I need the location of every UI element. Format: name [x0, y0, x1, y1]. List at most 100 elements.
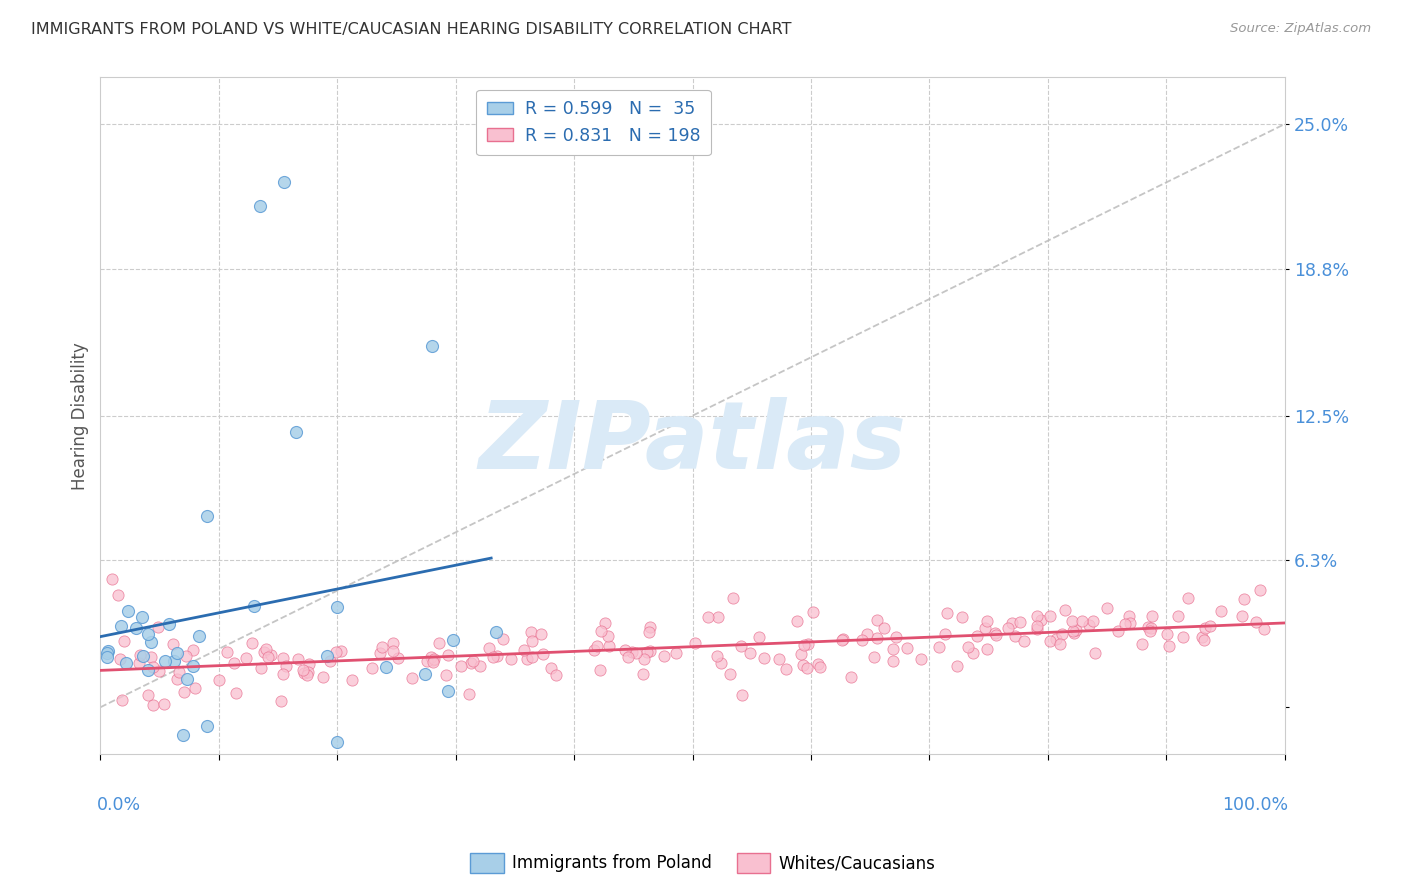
Point: [481, 650, 503, 665]
Point: [111, 693, 134, 707]
Point: [492, 632, 515, 646]
Point: [148, 620, 170, 634]
Point: [540, 660, 562, 674]
Point: [946, 659, 969, 673]
Text: Source: ZipAtlas.com: Source: ZipAtlas.com: [1230, 22, 1371, 36]
Point: [586, 639, 609, 653]
Point: [292, 666, 315, 681]
Point: [297, 665, 319, 679]
Point: [1031, 613, 1053, 627]
Point: [984, 626, 1007, 640]
Point: [1000, 616, 1022, 631]
Point: [801, 605, 824, 619]
Point: [163, 655, 186, 669]
Point: [437, 683, 460, 698]
Point: [176, 672, 198, 686]
Point: [1026, 618, 1049, 632]
Point: [512, 643, 534, 657]
Point: [1114, 616, 1136, 631]
Point: [1130, 637, 1153, 651]
Point: [797, 637, 820, 651]
Point: [195, 719, 218, 733]
Point: [1118, 615, 1140, 630]
Point: [371, 640, 394, 655]
Point: [621, 645, 644, 659]
Point: [1177, 591, 1199, 605]
Point: [499, 652, 522, 666]
Point: [1095, 601, 1118, 615]
Point: [775, 662, 797, 676]
Point: [1194, 621, 1216, 635]
Point: [173, 685, 195, 699]
Point: [316, 648, 339, 663]
Point: [1140, 609, 1163, 624]
Point: [326, 735, 349, 749]
Point: [1063, 625, 1085, 640]
Point: [596, 629, 619, 643]
Point: [125, 622, 148, 636]
Point: [636, 645, 658, 659]
Point: [1077, 617, 1099, 632]
Point: [808, 660, 831, 674]
Point: [96, 650, 118, 665]
Point: [884, 631, 907, 645]
Point: [97, 644, 120, 658]
Point: [792, 658, 814, 673]
Point: [1191, 630, 1213, 644]
Point: [1084, 646, 1107, 660]
Point: [166, 646, 188, 660]
Point: [962, 646, 984, 660]
Point: [181, 642, 204, 657]
Point: [470, 658, 492, 673]
Point: [114, 634, 136, 648]
Point: [166, 672, 188, 686]
Point: [401, 671, 423, 685]
Point: [319, 654, 342, 668]
Point: [485, 624, 508, 639]
Point: [208, 673, 231, 687]
Point: [1083, 614, 1105, 628]
Point: [966, 629, 988, 643]
Point: [696, 610, 718, 624]
Point: [934, 627, 956, 641]
Point: [368, 646, 391, 660]
Point: [638, 644, 661, 658]
Point: [624, 646, 647, 660]
Point: [153, 654, 176, 668]
Point: [167, 665, 190, 679]
Point: [153, 697, 176, 711]
Point: [997, 621, 1019, 635]
Point: [831, 633, 853, 648]
Point: [1249, 582, 1271, 597]
Point: [274, 658, 297, 673]
Point: [952, 610, 974, 624]
Point: [976, 642, 998, 657]
Point: [254, 642, 277, 657]
Point: [1233, 591, 1256, 606]
Point: [683, 636, 706, 650]
Point: [617, 650, 640, 665]
Point: [1209, 604, 1232, 618]
Point: [478, 640, 501, 655]
Text: ZIPatlas: ZIPatlas: [478, 397, 907, 489]
Point: [136, 688, 159, 702]
Point: [706, 648, 728, 663]
Point: [520, 633, 543, 648]
Point: [1070, 614, 1092, 628]
Point: [1244, 615, 1267, 629]
Point: [1167, 608, 1189, 623]
Point: [461, 654, 484, 668]
Point: [458, 687, 481, 701]
Point: [225, 686, 247, 700]
Point: [882, 641, 904, 656]
Point: [956, 640, 979, 654]
Point: [1199, 619, 1222, 633]
Point: [882, 654, 904, 668]
Point: [312, 670, 335, 684]
Point: [271, 667, 294, 681]
Point: [531, 647, 554, 661]
Point: [633, 666, 655, 681]
Point: [330, 644, 353, 658]
Point: [132, 649, 155, 664]
Point: [1118, 609, 1140, 624]
